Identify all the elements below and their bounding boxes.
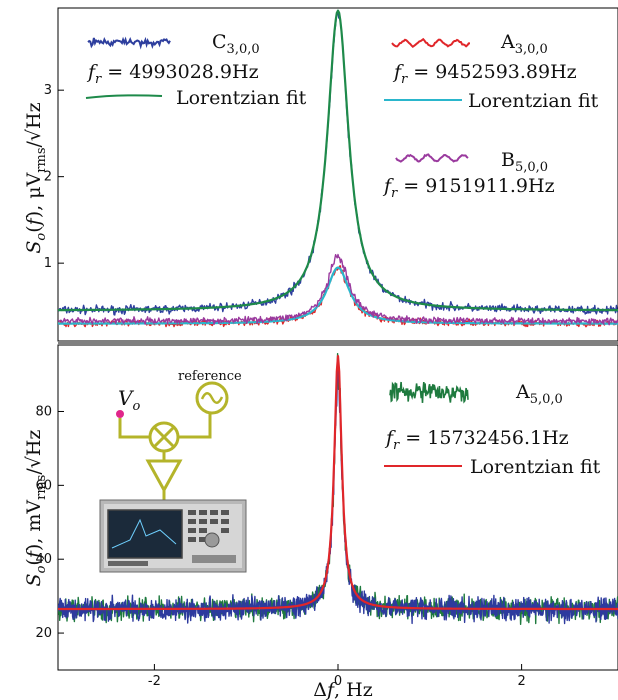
top-y-axis-title: So(f), μVrms/√Hz: [23, 102, 49, 253]
x-tick-label: 2: [517, 674, 525, 689]
legend-freq-c300: fr = 4993028.9Hz: [86, 61, 259, 87]
legend-line-fit-c300: [85, 94, 163, 99]
legend-freq-b500: fr = 9151911.9Hz: [382, 175, 555, 201]
legend-line-b500: [395, 153, 469, 163]
x-tick-label: 0: [334, 674, 342, 689]
legend-label-a500: A5,0,0: [515, 381, 563, 407]
legend-freq-a300: fr = 9452593.89Hz: [392, 61, 577, 87]
y-tick-label: 80: [35, 404, 52, 419]
legend-label-c300: C3,0,0: [212, 31, 260, 57]
bottom-x-ticks: -2 0 2: [148, 664, 526, 689]
legend-label-fit-c300: Lorentzian fit: [176, 87, 307, 109]
y-tick-label: 3: [44, 83, 52, 98]
bottom-panel: 20 40 60 80 -2 0 2 So(f), mVrms/√Hz Δf, Hz A5…: [23, 344, 618, 700]
legend-line-a300: [391, 37, 470, 48]
legend-freq-a500: fr = 15732456.1Hz: [384, 427, 569, 453]
top-y-ticks: 1 2 3: [44, 83, 64, 271]
legend-label-b500: B5,0,0: [501, 149, 548, 175]
y-tick-label: 60: [35, 478, 52, 493]
series-a-5-0-0-trace-2-: [58, 367, 618, 625]
bottom-y-ticks: 20 40 60 80: [35, 404, 64, 641]
inset-input-label: Vo: [118, 386, 140, 414]
amplifier-icon: [145, 459, 183, 494]
legend-label-fit-a300: Lorentzian fit: [468, 90, 599, 112]
legend-label-a300: A3,0,0: [500, 31, 548, 57]
x-tick-label: -2: [148, 674, 161, 689]
series-a-3-0-0-: [58, 265, 618, 328]
inset-input-node: [116, 410, 124, 418]
y-tick-label: 2: [44, 170, 52, 185]
inset-circuit: Vo reference: [99, 369, 247, 573]
series-b-5-0-0-: [58, 253, 618, 326]
y-tick-label: 20: [35, 626, 52, 641]
top-legend: C3,0,0 fr = 4993028.9Hz Lorentzian fit A…: [85, 31, 599, 201]
top-series-layer: [58, 9, 618, 328]
top-panel: 1 2 3 So(f), μVrms/√Hz C3,0,0 fr = 4993028…: [23, 7, 618, 342]
legend-line-a500: [389, 381, 469, 404]
bottom-x-axis-title: Δf, Hz: [313, 679, 372, 700]
series-lorentzian-fit: [58, 9, 618, 312]
inset-reference-label: reference: [178, 369, 242, 384]
legend-line-c300: [87, 36, 171, 50]
y-tick-label: 1: [44, 256, 52, 271]
series-lorentzian-fit: [58, 355, 618, 611]
bottom-series-layer: [58, 353, 618, 625]
legend-label-fit-a500: Lorentzian fit: [470, 456, 601, 478]
oscillator-icon: [195, 381, 229, 415]
spectrum-analyzer-icon: [99, 499, 247, 573]
series-lorentzian-fit: [58, 266, 618, 325]
bottom-legend: A5,0,0 fr = 15732456.1Hz Lorentzian fit: [384, 381, 601, 478]
top-plot-frame: [57, 7, 618, 342]
y-tick-label: 40: [35, 552, 52, 567]
mixer-icon: [148, 421, 180, 453]
bottom-y-axis-title: So(f), mVrms/√Hz: [23, 430, 49, 587]
